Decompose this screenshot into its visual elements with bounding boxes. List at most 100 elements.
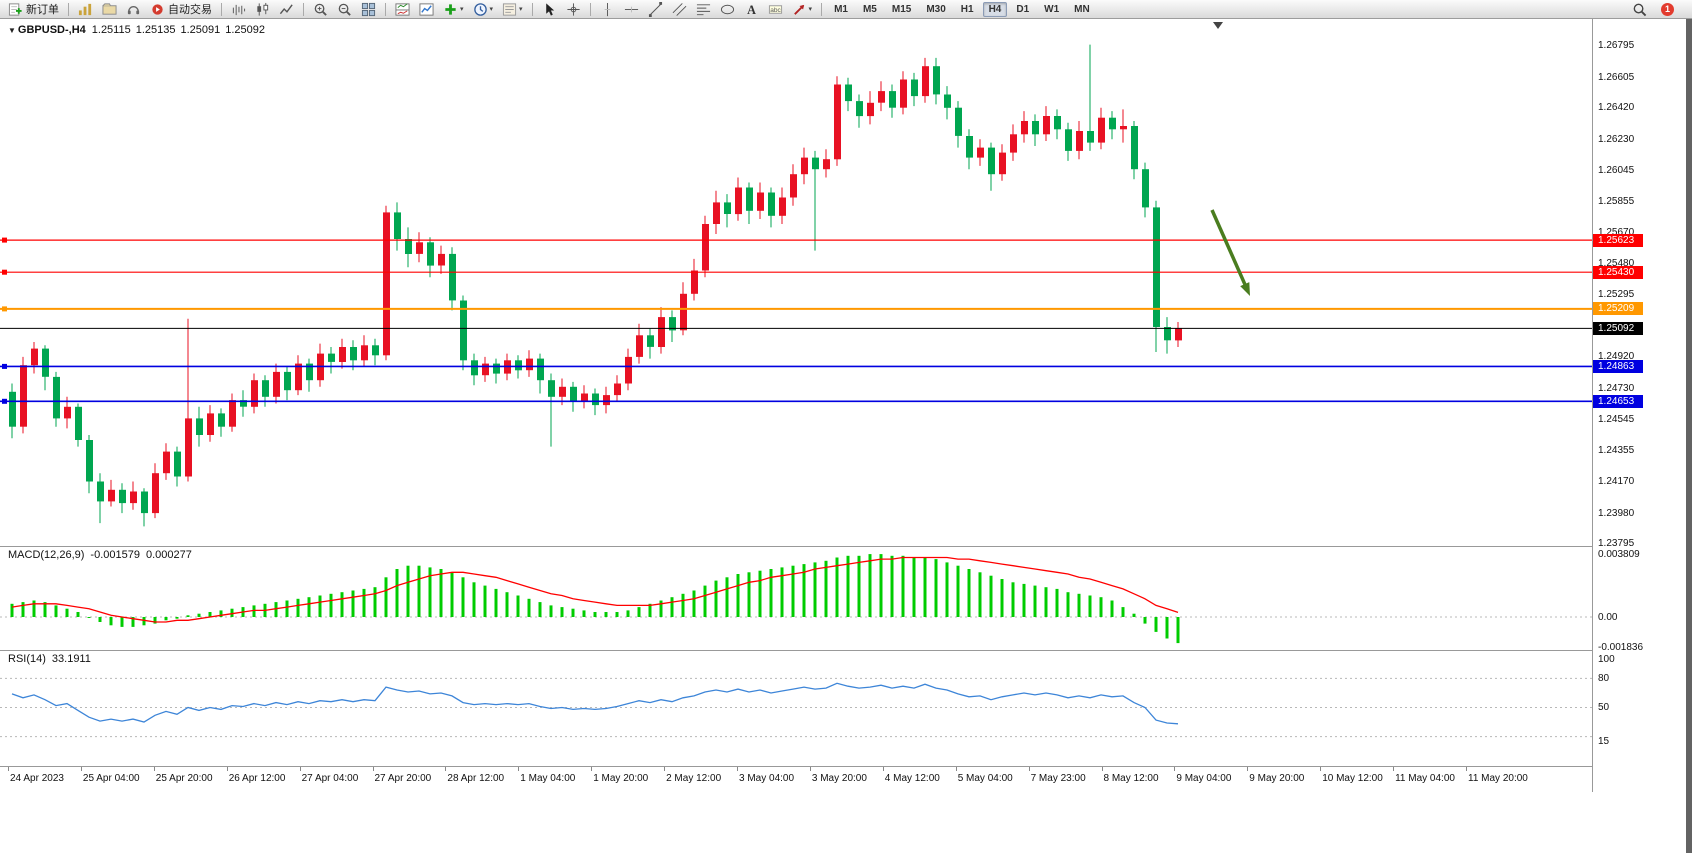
- main-chart-canvas[interactable]: [0, 19, 1592, 546]
- rsi-axis-label: 15: [1598, 736, 1610, 747]
- text-button[interactable]: A: [740, 0, 763, 19]
- chart-shift-marker[interactable]: [1213, 22, 1223, 29]
- cursor-button[interactable]: [538, 0, 561, 19]
- price-tag-1.25623: 1.25623: [1593, 233, 1643, 247]
- candlestick-chart-icon: [257, 2, 269, 16]
- ohlc-open: 1.25115: [91, 24, 131, 36]
- crosshair-button[interactable]: [562, 0, 585, 19]
- indicators-button[interactable]: [391, 0, 414, 19]
- time-axis-label: 1 May 04:00: [520, 773, 576, 784]
- time-tick: [955, 767, 957, 771]
- search-button[interactable]: [1628, 0, 1651, 19]
- add-indicator-button[interactable]: ▾: [439, 0, 468, 19]
- alerts-button[interactable]: [122, 0, 145, 19]
- shapes-icon: [720, 4, 734, 14]
- macd-panel[interactable]: MACD(12,26,9) -0.001579 0.000277: [0, 546, 1592, 650]
- price-axis-label: 1.25480: [1598, 258, 1635, 270]
- charts-menu-button[interactable]: [74, 0, 97, 19]
- autotrade-icon: [152, 3, 163, 15]
- candlestick-chart-button[interactable]: [251, 0, 274, 19]
- time-tick: [882, 767, 884, 771]
- line-chart-button[interactable]: [275, 0, 298, 19]
- timeframe-button-m5[interactable]: M5: [862, 3, 877, 15]
- dropdown-caret-icon: ▾: [519, 6, 523, 13]
- svg-text:A: A: [747, 3, 756, 17]
- bar-chart-button[interactable]: [227, 0, 250, 19]
- price-axis: 1.26795 1.26605 1.26420 1.26230 1.26045 1.258…: [1592, 19, 1655, 792]
- chart-window[interactable]: ▼ GBPUSD-,H4 1.25115 1.25135 1.25091 1.25092 …: [0, 19, 1692, 853]
- toolbar-separator: [303, 2, 304, 16]
- time-axis-label: 3 May 20:00: [811, 773, 867, 784]
- time-tick: [1028, 767, 1030, 771]
- new-order-button-label: 新订单: [26, 4, 59, 16]
- zoom-in-button[interactable]: [309, 0, 332, 19]
- macd-histogram: [10, 554, 1180, 644]
- trend-arrow-annotation[interactable]: [1210, 209, 1250, 296]
- indicator-list-button[interactable]: [415, 0, 438, 19]
- profiles-button[interactable]: [98, 0, 121, 19]
- macd-label: MACD(12,26,9): [8, 549, 85, 561]
- main-chart-panel[interactable]: ▼ GBPUSD-,H4 1.25115 1.25135 1.25091 1.25092: [0, 19, 1592, 546]
- timeframe-button-d1[interactable]: D1: [1016, 3, 1030, 15]
- time-tick: [664, 767, 666, 771]
- timeframe-button-m30[interactable]: M30: [926, 3, 946, 15]
- vline-icon: [604, 2, 610, 16]
- periods-button[interactable]: ▾: [469, 0, 498, 19]
- vline-button[interactable]: [596, 0, 619, 19]
- price-axis-label: 1.24355: [1598, 445, 1635, 457]
- price-tag-1.24863: 1.24863: [1593, 359, 1643, 373]
- profiles-icon: [102, 2, 117, 15]
- expand-arrow-icon[interactable]: ▼: [8, 26, 16, 35]
- price-axis-label: 1.25295: [1598, 289, 1635, 301]
- time-tick: [809, 767, 811, 771]
- timeframe-button-m15[interactable]: M15: [891, 3, 912, 15]
- channel-button[interactable]: [668, 0, 691, 19]
- macd-canvas: [0, 546, 1592, 644]
- price-axis-label: 1.26045: [1598, 164, 1635, 176]
- text-label-button[interactable]: abc: [764, 0, 787, 19]
- autotrade-button-label: 自动交易: [168, 4, 212, 16]
- charts-menu-icon: [78, 3, 92, 15]
- time-axis-label: 2 May 12:00: [666, 773, 722, 784]
- timeframe-button-m1[interactable]: M1: [834, 3, 848, 15]
- new-order-button[interactable]: 新订单: [4, 0, 63, 19]
- templates-button[interactable]: ▾: [498, 0, 527, 19]
- time-tick: [1101, 767, 1103, 771]
- time-axis-label: 4 May 12:00: [884, 773, 940, 784]
- notification-badge[interactable]: 1: [1661, 2, 1674, 16]
- time-axis-label: 24 Apr 2023: [10, 773, 64, 784]
- timeframe-button-w1[interactable]: W1: [1044, 3, 1060, 15]
- hline-button[interactable]: [620, 0, 643, 19]
- zoom-out-button[interactable]: [333, 0, 356, 19]
- shapes-button[interactable]: [716, 0, 739, 19]
- ohlc-low: 1.25091: [180, 24, 221, 36]
- time-axis: 24 Apr 2023 25 Apr 04:00 25 Apr 20:00 26 Ap…: [0, 766, 1592, 793]
- autotrade-button[interactable]: 自动交易: [146, 0, 216, 19]
- timeframe-button-mn[interactable]: MN: [1074, 3, 1090, 15]
- trendline-button[interactable]: [644, 0, 667, 19]
- price-tag-1.25209: 1.25209: [1593, 302, 1643, 316]
- price-axis-label: 1.24545: [1598, 413, 1635, 425]
- tile-windows-button[interactable]: [357, 0, 380, 19]
- arrows-button[interactable]: ▾: [788, 0, 817, 19]
- time-axis-label: 27 Apr 20:00: [374, 773, 432, 784]
- time-axis-label: 3 May 04:00: [739, 773, 795, 784]
- symbol-info: ▼ GBPUSD-,H4 1.25115 1.25135 1.25091 1.25092: [8, 24, 270, 36]
- rsi-panel[interactable]: RSI(14) 33.1911: [0, 650, 1592, 766]
- ohlc-close: 1.25092: [225, 24, 266, 36]
- macd-axis-label: -0.001836: [1598, 641, 1644, 653]
- price-tag-1.24653: 1.24653: [1593, 394, 1643, 408]
- time-tick: [445, 767, 447, 771]
- channel-icon: [672, 2, 686, 16]
- timeframe-button-h1[interactable]: H1: [960, 3, 974, 15]
- crosshair-icon: [566, 2, 580, 16]
- timeframe-button-h4[interactable]: H4: [982, 1, 1008, 17]
- time-axis-label: 8 May 12:00: [1103, 773, 1159, 784]
- time-tick: [1466, 767, 1467, 771]
- fibonacci-button[interactable]: [692, 0, 715, 19]
- indicators-icon: [395, 2, 410, 16]
- price-tag-1.25430: 1.25430: [1593, 265, 1643, 279]
- hline-icon: [624, 6, 638, 12]
- time-tick: [8, 767, 9, 771]
